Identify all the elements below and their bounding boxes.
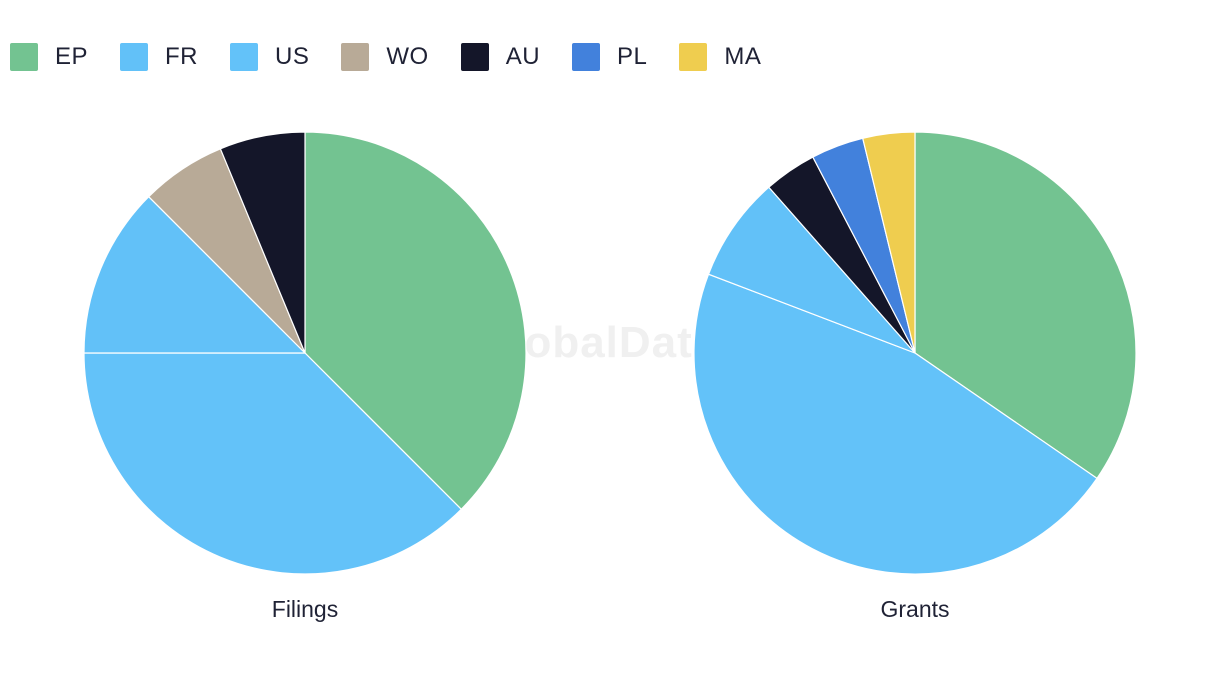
pie-slice-us[interactable] <box>693 273 1098 575</box>
legend-label: WO <box>386 43 429 70</box>
pie-slice-ep[interactable] <box>304 131 527 511</box>
legend-swatch <box>10 43 38 71</box>
legend-label: US <box>275 43 310 70</box>
legend-item-ep[interactable]: EP <box>10 43 88 71</box>
legend-swatch <box>679 43 708 71</box>
legend-swatch <box>120 43 149 71</box>
pie-slice-fr[interactable] <box>83 195 307 354</box>
pie-slice-ep[interactable] <box>914 131 1137 480</box>
pie-slice-au[interactable] <box>219 131 306 354</box>
legend-item-fr[interactable]: FR <box>120 43 198 71</box>
grants-pie <box>693 131 1137 575</box>
legend-label: EP <box>55 43 89 70</box>
legend-item-pl[interactable]: PL <box>572 43 647 71</box>
legend-label: MA <box>724 43 762 70</box>
legend-item-ma[interactable]: MA <box>679 43 761 71</box>
grants-title: Grants <box>880 596 949 622</box>
legend-swatch <box>460 43 489 71</box>
legend-item-au[interactable]: AU <box>460 43 541 71</box>
pie-slice-ma[interactable] <box>862 131 916 354</box>
legend-label: PL <box>617 43 648 70</box>
legend-swatch <box>572 43 601 71</box>
legend-label: FR <box>165 43 199 70</box>
legend-item-us[interactable]: US <box>230 43 309 71</box>
legend-swatch <box>230 43 259 71</box>
filings-title: Filings <box>272 596 338 622</box>
pie-slice-fr[interactable] <box>707 186 916 354</box>
pie-slice-us[interactable] <box>83 352 463 575</box>
legend-item-wo[interactable]: WO <box>341 43 428 71</box>
legend-label: AU <box>505 43 541 70</box>
filings-pie <box>83 131 527 575</box>
chart-legend: EP FR US WO AU PL MA <box>10 40 793 74</box>
legend-swatch <box>341 43 370 71</box>
